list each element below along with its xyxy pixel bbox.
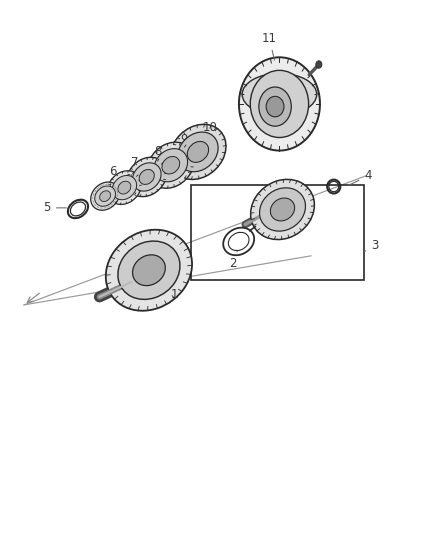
Ellipse shape (154, 149, 187, 182)
Text: 2: 2 (229, 251, 237, 270)
Ellipse shape (148, 142, 194, 188)
Ellipse shape (250, 70, 309, 138)
Ellipse shape (162, 157, 180, 174)
Text: 7: 7 (131, 156, 139, 179)
Ellipse shape (106, 230, 192, 311)
Ellipse shape (270, 198, 295, 221)
Ellipse shape (260, 188, 305, 231)
Bar (191, 185, 364, 280)
Ellipse shape (118, 241, 180, 300)
Text: 1: 1 (162, 284, 178, 301)
Ellipse shape (118, 181, 131, 194)
Text: 5: 5 (44, 201, 67, 214)
Ellipse shape (187, 141, 208, 163)
Ellipse shape (132, 163, 161, 191)
Ellipse shape (133, 255, 165, 286)
Text: 11: 11 (262, 32, 277, 60)
Ellipse shape (242, 74, 317, 115)
Ellipse shape (266, 96, 284, 117)
Ellipse shape (178, 132, 218, 172)
Ellipse shape (91, 182, 120, 210)
Text: 4: 4 (349, 169, 372, 185)
Ellipse shape (107, 171, 141, 205)
Ellipse shape (251, 180, 314, 239)
Text: 3: 3 (364, 239, 378, 252)
Ellipse shape (170, 124, 226, 180)
Ellipse shape (239, 58, 320, 150)
Ellipse shape (95, 186, 116, 206)
Ellipse shape (259, 87, 291, 126)
Ellipse shape (127, 157, 167, 197)
Circle shape (316, 61, 322, 68)
Ellipse shape (139, 169, 154, 184)
Text: 9: 9 (177, 133, 188, 156)
Text: 10: 10 (203, 122, 218, 142)
Ellipse shape (112, 175, 137, 200)
Text: 8: 8 (153, 146, 161, 169)
Text: 6: 6 (109, 165, 117, 188)
Ellipse shape (100, 191, 110, 201)
